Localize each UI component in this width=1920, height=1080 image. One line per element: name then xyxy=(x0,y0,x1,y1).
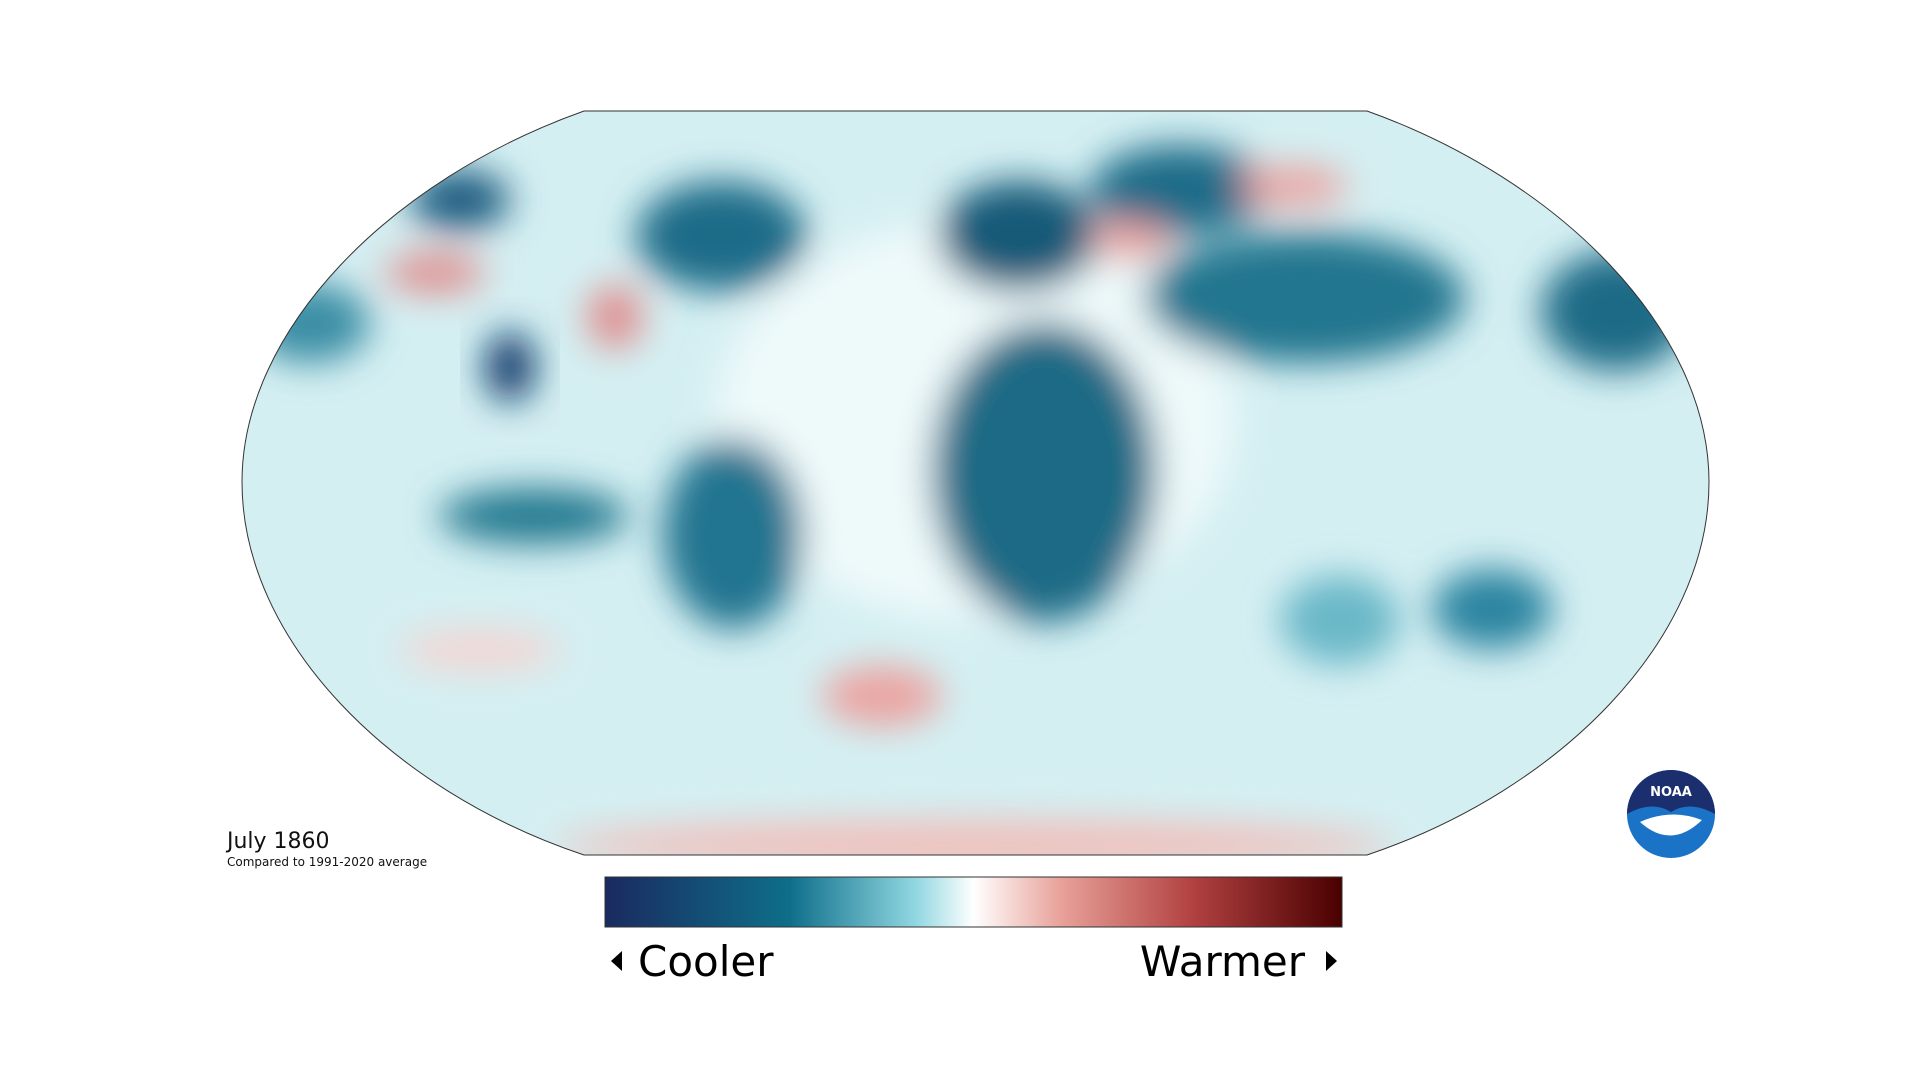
legend-low: Cooler xyxy=(638,937,774,986)
noaa-logo: NOAA xyxy=(1627,770,1715,858)
arrow-right xyxy=(1326,951,1337,971)
map-title: July 1860 xyxy=(225,829,330,854)
legend-high: Warmer xyxy=(1140,937,1306,986)
logo-text: NOAA xyxy=(1650,785,1692,800)
map-outline xyxy=(241,110,1710,856)
map-subtitle: Compared to 1991-2020 average xyxy=(227,855,427,869)
color-scale xyxy=(604,876,1343,928)
arrow-left xyxy=(611,951,622,971)
anomaly-map xyxy=(242,111,1709,855)
